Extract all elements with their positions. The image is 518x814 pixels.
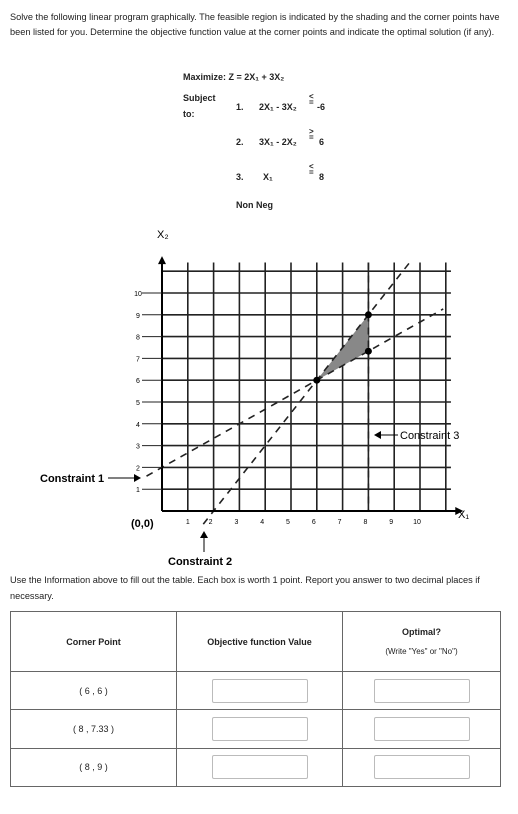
constraint1-rhs: -6 — [317, 102, 326, 112]
constraint1-arrowhead — [134, 474, 141, 482]
constraint1-number: 1. — [236, 102, 244, 112]
constraint3-number: 3. — [236, 172, 244, 182]
x-axis-label: X₁ — [458, 509, 469, 521]
corner-point-cell: ( 6 , 6 ) — [10, 670, 177, 711]
header-corner-point: Corner Point — [10, 611, 177, 672]
constraint2-arrowhead — [200, 531, 208, 538]
to-label: to: — [183, 109, 195, 119]
x-tick-label: 9 — [389, 519, 393, 526]
constraint-lines — [146, 261, 444, 525]
constraint3-equal: = — [309, 168, 314, 177]
constraint1-lhs: 2X₁ - 3X₂ — [259, 102, 297, 112]
corner-point-dot — [364, 311, 372, 319]
x-tick-label: 10 — [413, 519, 421, 526]
y-tick-label: 10 — [134, 291, 142, 298]
axes — [158, 256, 464, 515]
x-tick-label: 7 — [338, 519, 342, 526]
table-row: ( 6 , 6 ) — [10, 670, 501, 711]
x-tick-label: 1 — [186, 519, 190, 526]
constraint1-symbol: < — [309, 92, 314, 101]
constraint2-relation: > = — [309, 127, 314, 142]
constraint3-lhs: X₁ — [263, 172, 273, 182]
objective-value-input[interactable] — [211, 678, 308, 703]
constraint2-lhs: 3X₁ - 2X₂ — [259, 137, 297, 147]
y-tick-label: 1 — [136, 487, 140, 494]
constraint2-label: Constraint 2 — [168, 556, 232, 568]
constraint2-rhs: 6 — [319, 137, 325, 147]
constraint2-number: 2. — [236, 137, 244, 147]
corner-point-cell: ( 8 , 7.33 ) — [10, 709, 177, 749]
x-tick-label: 4 — [260, 519, 264, 526]
constraint1-relation: < = — [309, 92, 314, 107]
x-tick-label: 5 — [286, 519, 290, 526]
subject-label: Subject — [183, 93, 216, 103]
x-tick-label: 3 — [234, 519, 238, 526]
answer-table: Corner Point Objective function Value Op… — [10, 611, 501, 788]
feasible-region-graph: 1 2 3 4 5 6 7 8 9 10 1 2 3 4 5 6 7 8 9 10 X₂ X₁ (0,0) Const… — [40, 229, 469, 568]
y-tick-label: 3 — [136, 444, 140, 451]
constraint2-line — [202, 261, 411, 525]
constraint3-rhs: 8 — [319, 172, 325, 182]
origin-label: (0,0) — [131, 518, 154, 530]
constraint1-equal: = — [309, 98, 314, 107]
corner-point-dot — [313, 376, 321, 384]
table-instructions: Use the Information above to fill out th… — [10, 575, 480, 601]
x-tick-label: 2 — [209, 519, 213, 526]
corner-point-dot — [364, 347, 372, 355]
table-row: ( 8 , 9 ) — [10, 747, 501, 788]
feasible-region — [316, 314, 369, 381]
constraint1-line — [146, 308, 444, 477]
x-tick-label: 8 — [363, 519, 367, 526]
y-tick-label: 2 — [136, 465, 140, 472]
header-objective-value: Objective function Value — [176, 611, 343, 672]
y-tick-label: 6 — [136, 378, 140, 385]
optimal-input[interactable] — [373, 716, 470, 741]
constraint3-relation: < = — [309, 162, 314, 177]
nonneg-label: Non Neg — [236, 200, 273, 210]
y-tick-label: 5 — [136, 400, 140, 407]
optimal-input[interactable] — [373, 678, 470, 703]
corner-point-markers — [313, 311, 372, 384]
corner-point-cell: ( 8 , 9 ) — [10, 747, 177, 788]
label-arrows — [108, 431, 398, 552]
constraint2-symbol: > — [309, 127, 314, 136]
y-axis-label: X₂ — [157, 229, 169, 241]
objective-value-input[interactable] — [211, 755, 308, 780]
constraint3-label: Constraint 3 — [400, 430, 459, 442]
y-axis-arrow — [158, 256, 166, 265]
x-tick-label: 6 — [312, 519, 316, 526]
y-tick-label: 4 — [136, 422, 140, 429]
table-row: ( 8 , 7.33 ) — [10, 709, 501, 749]
y-tick-label: 7 — [136, 356, 140, 363]
y-tick-label: 8 — [136, 335, 140, 342]
objective-function: Maximize: Z = 2X₁ + 3X₂ — [183, 72, 285, 82]
constraint1-label: Constraint 1 — [40, 473, 104, 485]
constraint3-arrowhead — [374, 431, 381, 439]
instructions-intro: Solve the following linear program graph… — [10, 12, 500, 37]
x-axis-arrow — [455, 507, 464, 515]
header-optimal: Optimal? (Write "Yes" or "No") — [342, 611, 501, 672]
table-header-row: Corner Point Objective function Value Op… — [10, 611, 501, 672]
objective-value-input[interactable] — [211, 716, 308, 741]
tick-labels: 1 2 3 4 5 6 7 8 9 10 1 2 3 4 5 6 7 8 9 10 — [134, 291, 421, 526]
optimal-title: Optimal? — [401, 627, 441, 637]
constraint3-symbol: < — [309, 162, 314, 171]
optimal-hint: (Write "Yes" or "No") — [385, 647, 458, 656]
optimal-input[interactable] — [373, 755, 470, 780]
y-tick-label: 9 — [136, 313, 140, 320]
constraint2-equal: = — [309, 133, 314, 142]
